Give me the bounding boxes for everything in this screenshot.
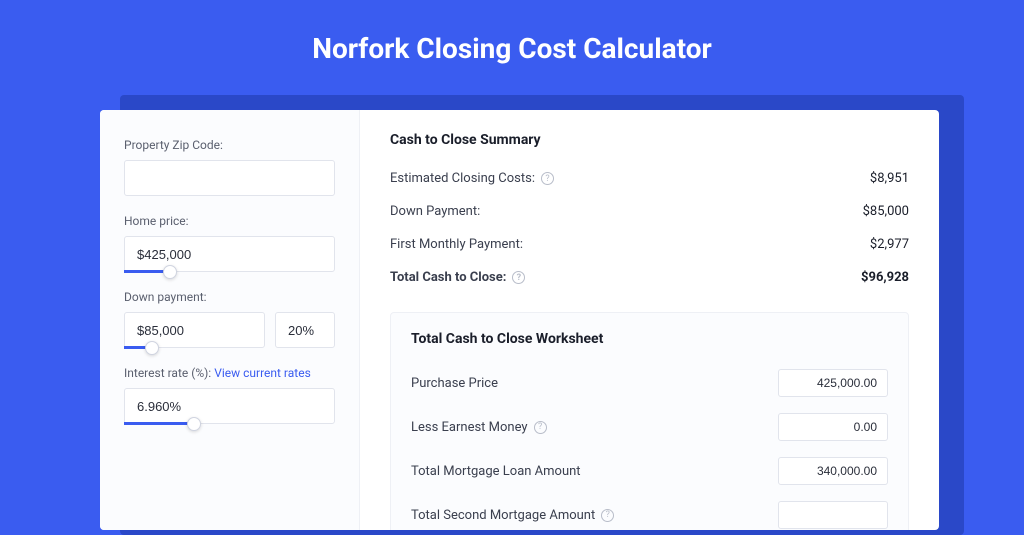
home-price-field-group: Home price: [124, 214, 335, 272]
summary-label-text: Down Payment: [390, 204, 480, 219]
earnest-money-input[interactable] [778, 413, 888, 441]
summary-label: Down Payment: [390, 204, 480, 219]
interest-rate-slider-thumb[interactable] [187, 417, 201, 431]
home-price-slider[interactable] [124, 236, 335, 272]
calculator-card: Property Zip Code: Home price: Down paym… [100, 110, 939, 530]
summary-total-label-text: Total Cash to Close: [390, 270, 506, 285]
help-icon[interactable]: ? [512, 271, 525, 284]
summary-label: First Monthly Payment: [390, 237, 523, 252]
help-icon[interactable]: ? [534, 421, 547, 434]
summary-label: Estimated Closing Costs: ? [390, 171, 554, 186]
down-payment-label: Down payment: [124, 290, 335, 304]
down-payment-slider[interactable] [124, 312, 265, 348]
view-rates-link[interactable]: View current rates [214, 366, 311, 380]
worksheet-label-text: Purchase Price [411, 376, 498, 391]
worksheet-label-text: Total Mortgage Loan Amount [411, 464, 581, 479]
summary-row: First Monthly Payment: $2,977 [390, 228, 909, 261]
summary-total-row: Total Cash to Close: ? $96,928 [390, 261, 909, 294]
home-price-label: Home price: [124, 214, 335, 228]
worksheet-title: Total Cash to Close Worksheet [411, 331, 888, 347]
purchase-price-input[interactable] [778, 369, 888, 397]
interest-rate-label: Interest rate (%): View current rates [124, 366, 335, 380]
worksheet-label-text: Total Second Mortgage Amount [411, 508, 595, 523]
summary-value: $85,000 [863, 204, 909, 219]
worksheet-label: Total Second Mortgage Amount ? [411, 508, 614, 523]
interest-rate-slider[interactable] [124, 388, 335, 424]
home-price-slider-thumb[interactable] [163, 265, 177, 279]
worksheet-panel: Total Cash to Close Worksheet Purchase P… [390, 312, 909, 530]
results-main: Cash to Close Summary Estimated Closing … [360, 110, 939, 530]
summary-label-text: Estimated Closing Costs: [390, 171, 535, 186]
summary-row: Down Payment: $85,000 [390, 195, 909, 228]
interest-rate-field-group: Interest rate (%): View current rates [124, 366, 335, 424]
page-title: Norfork Closing Cost Calculator [0, 0, 1024, 89]
summary-value: $8,951 [870, 171, 909, 186]
down-payment-pct-input[interactable] [275, 312, 335, 348]
zip-input[interactable] [124, 160, 335, 196]
down-payment-slider-thumb[interactable] [145, 341, 159, 355]
worksheet-row: Purchase Price [411, 361, 888, 405]
summary-total-label: Total Cash to Close: ? [390, 270, 525, 285]
worksheet-label: Total Mortgage Loan Amount [411, 464, 581, 479]
summary-value: $2,977 [870, 237, 909, 252]
mortgage-loan-input[interactable] [778, 457, 888, 485]
summary-row: Estimated Closing Costs: ? $8,951 [390, 162, 909, 195]
interest-rate-label-text: Interest rate (%): [124, 366, 211, 380]
worksheet-row: Less Earnest Money ? [411, 405, 888, 449]
summary-total-value: $96,928 [861, 270, 909, 285]
summary-label-text: First Monthly Payment: [390, 237, 523, 252]
zip-field-group: Property Zip Code: [124, 138, 335, 196]
help-icon[interactable]: ? [601, 509, 614, 522]
second-mortgage-input[interactable] [778, 501, 888, 529]
home-price-input[interactable] [124, 236, 335, 272]
zip-label: Property Zip Code: [124, 138, 335, 152]
summary-title: Cash to Close Summary [390, 132, 909, 148]
interest-rate-slider-track [124, 422, 194, 425]
inputs-sidebar: Property Zip Code: Home price: Down paym… [100, 110, 360, 530]
help-icon[interactable]: ? [541, 172, 554, 185]
worksheet-label-text: Less Earnest Money [411, 420, 528, 435]
worksheet-row: Total Mortgage Loan Amount [411, 449, 888, 493]
worksheet-label: Purchase Price [411, 376, 498, 391]
worksheet-label: Less Earnest Money ? [411, 420, 547, 435]
interest-rate-input[interactable] [124, 388, 335, 424]
down-payment-field-group: Down payment: [124, 290, 335, 348]
down-payment-input[interactable] [124, 312, 265, 348]
